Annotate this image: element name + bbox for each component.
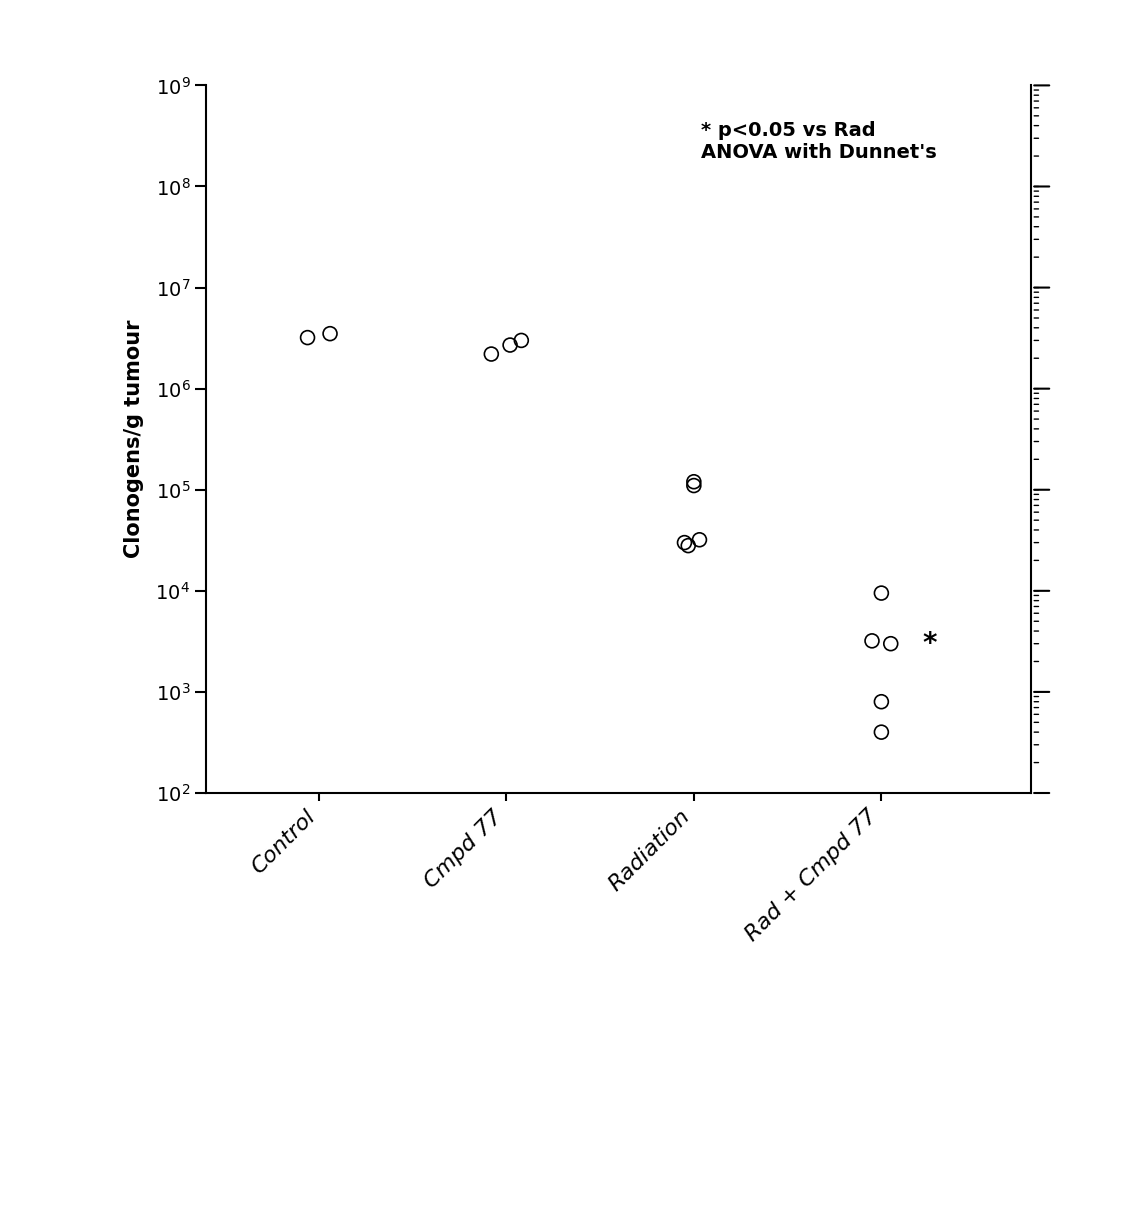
Point	[872, 692, 890, 711]
Point	[690, 529, 708, 549]
Text: * p<0.05 vs Rad
ANOVA with Dunnet's: * p<0.05 vs Rad ANOVA with Dunnet's	[701, 121, 937, 162]
Point	[512, 331, 531, 350]
Point	[881, 634, 900, 654]
Point	[680, 536, 698, 555]
Point	[684, 476, 702, 495]
Point	[863, 631, 881, 650]
Point	[298, 328, 316, 348]
Point	[501, 336, 519, 355]
Point	[321, 323, 339, 343]
Y-axis label: Clonogens/g tumour: Clonogens/g tumour	[125, 320, 144, 559]
Point	[684, 472, 702, 492]
Point	[482, 344, 501, 364]
Point	[675, 533, 693, 553]
Text: *: *	[923, 630, 937, 658]
Point	[872, 722, 890, 742]
Point	[872, 583, 890, 603]
